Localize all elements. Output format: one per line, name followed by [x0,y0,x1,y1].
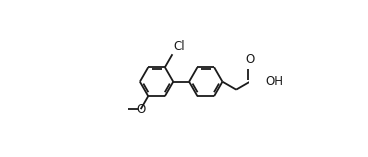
Text: OH: OH [265,75,283,88]
Text: O: O [245,53,255,66]
Text: O: O [136,103,145,116]
Text: Cl: Cl [173,40,185,53]
